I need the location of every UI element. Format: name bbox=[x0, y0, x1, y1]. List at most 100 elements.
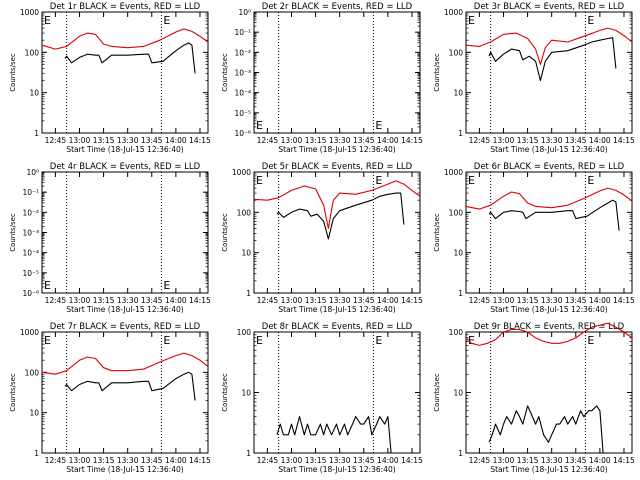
x-tick-label: 13:30 bbox=[117, 296, 139, 305]
event-marker-label: E bbox=[375, 174, 382, 187]
y-tick-label: 1000 bbox=[232, 168, 251, 177]
y-tick-label: 1000 bbox=[20, 8, 39, 17]
x-tick-label: 13:00 bbox=[281, 296, 303, 305]
x-axis-label: Start Time (18-Jul-15 12:36:40) bbox=[278, 145, 395, 154]
y-tick-label: 10⁻¹ bbox=[22, 188, 39, 197]
x-tick-label: 12:45 bbox=[257, 456, 279, 465]
y-tick-label: 1000 bbox=[20, 328, 39, 337]
x-tick-label: 14:15 bbox=[189, 296, 211, 305]
x-tick-label: 12:45 bbox=[45, 136, 67, 145]
x-tick-label: 13:15 bbox=[305, 296, 327, 305]
x-tick-label: 13:00 bbox=[281, 136, 303, 145]
y-tick-label: 100 bbox=[25, 48, 40, 57]
panel-det-8: Det 8r BLACK = Events, RED = LLD E E 1 10 100… bbox=[221, 322, 423, 474]
y-axis-label: Counts/sec bbox=[221, 373, 229, 412]
y-tick-label: 10⁻⁴ bbox=[234, 89, 251, 98]
x-tick-label: 13:45 bbox=[565, 296, 587, 305]
events-series-line bbox=[64, 371, 196, 401]
plot-frame bbox=[253, 171, 421, 294]
event-marker-label: E bbox=[163, 279, 170, 292]
x-tick-label: 14:00 bbox=[377, 136, 399, 145]
y-tick-label: 10⁻⁶ bbox=[234, 129, 251, 138]
y-tick-label: 1 bbox=[246, 289, 251, 298]
y-axis-label: Counts/sec bbox=[433, 53, 441, 92]
y-tick-label: 10 bbox=[241, 249, 251, 258]
x-tick-label: 14:15 bbox=[189, 456, 211, 465]
panel-det-9: Det 9r BLACK = Events, RED = LLD E E 1 10 100… bbox=[433, 322, 635, 474]
plot-frame bbox=[41, 11, 209, 134]
y-axis-label: Counts/sec bbox=[221, 53, 229, 92]
x-tick-label: 14:15 bbox=[189, 136, 211, 145]
x-tick-label: 14:15 bbox=[401, 296, 423, 305]
panel-title: Det 8r BLACK = Events, RED = LLD bbox=[262, 322, 413, 332]
y-tick-label: 10⁻² bbox=[234, 48, 251, 57]
x-axis-label: Start Time (18-Jul-15 12:36:40) bbox=[278, 465, 395, 474]
events-series-line bbox=[276, 416, 392, 454]
event-marker-label: E bbox=[256, 174, 263, 187]
y-axis-label: Counts/sec bbox=[433, 373, 441, 412]
x-axis-label: Start Time (18-Jul-15 12:36:40) bbox=[490, 145, 607, 154]
event-marker-label: E bbox=[587, 14, 594, 27]
panel-det-2: Det 2r BLACK = Events, RED = LLD E E 10⁻⁶ 10… bbox=[221, 2, 423, 154]
y-tick-label: 1 bbox=[458, 449, 463, 458]
event-marker-label: E bbox=[44, 334, 51, 347]
x-tick-label: 12:45 bbox=[469, 456, 491, 465]
event-marker-label: E bbox=[468, 334, 475, 347]
y-axis-label: Counts/sec bbox=[9, 373, 17, 412]
panel-title: Det 3r BLACK = Events, RED = LLD bbox=[474, 2, 625, 12]
x-tick-label: 14:00 bbox=[165, 456, 187, 465]
lld-series-line bbox=[253, 180, 421, 229]
y-tick-label: 10⁻³ bbox=[234, 69, 251, 78]
plot-frame bbox=[465, 11, 633, 134]
lld-series-line bbox=[465, 27, 633, 66]
panel-title: Det 7r BLACK = Events, RED = LLD bbox=[50, 322, 201, 332]
x-tick-label: 12:45 bbox=[257, 136, 279, 145]
event-marker-label: E bbox=[375, 119, 382, 132]
y-axis-label: Counts/sec bbox=[9, 213, 17, 252]
x-tick-label: 13:45 bbox=[141, 456, 163, 465]
x-tick-label: 13:30 bbox=[329, 456, 351, 465]
event-marker-label: E bbox=[44, 279, 51, 292]
x-tick-label: 12:45 bbox=[469, 136, 491, 145]
x-axis-label: Start Time (18-Jul-15 12:36:40) bbox=[278, 305, 395, 314]
x-tick-label: 13:00 bbox=[69, 296, 91, 305]
x-tick-label: 14:15 bbox=[401, 456, 423, 465]
y-tick-label: 100 bbox=[237, 328, 252, 337]
panel-title: Det 1r BLACK = Events, RED = LLD bbox=[50, 2, 201, 12]
y-tick-label: 100 bbox=[237, 208, 252, 217]
event-marker-label: E bbox=[256, 334, 263, 347]
x-tick-label: 14:00 bbox=[589, 456, 611, 465]
x-tick-label: 14:15 bbox=[401, 136, 423, 145]
x-tick-label: 12:45 bbox=[257, 296, 279, 305]
y-tick-label: 10⁻⁵ bbox=[22, 269, 39, 278]
events-series-line bbox=[488, 199, 620, 231]
y-tick-label: 1 bbox=[246, 449, 251, 458]
x-tick-label: 14:15 bbox=[613, 136, 635, 145]
event-marker-label: E bbox=[163, 14, 170, 27]
x-axis-label: Start Time (18-Jul-15 12:36:40) bbox=[66, 305, 183, 314]
event-marker-label: E bbox=[587, 174, 594, 187]
panel-det-1: Det 1r BLACK = Events, RED = LLD E E 1 10 100… bbox=[9, 2, 211, 154]
event-marker-label: E bbox=[44, 14, 51, 27]
panel-title: Det 2r BLACK = Events, RED = LLD bbox=[262, 2, 413, 12]
x-tick-label: 13:30 bbox=[117, 136, 139, 145]
x-tick-label: 14:00 bbox=[589, 296, 611, 305]
x-tick-label: 13:15 bbox=[93, 136, 115, 145]
lld-series-line bbox=[465, 322, 633, 346]
x-tick-label: 13:00 bbox=[493, 296, 515, 305]
x-tick-label: 14:15 bbox=[613, 296, 635, 305]
y-axis-label: Counts/sec bbox=[221, 213, 229, 252]
x-tick-label: 13:00 bbox=[69, 136, 91, 145]
y-tick-label: 10 bbox=[453, 89, 463, 98]
event-marker-label: E bbox=[468, 174, 475, 187]
x-tick-label: 13:45 bbox=[353, 296, 375, 305]
panel-title: Det 5r BLACK = Events, RED = LLD bbox=[262, 162, 413, 172]
events-series-line bbox=[64, 42, 196, 74]
y-tick-label: 100 bbox=[449, 208, 464, 217]
x-tick-label: 13:45 bbox=[353, 456, 375, 465]
x-tick-label: 14:00 bbox=[589, 136, 611, 145]
panel-det-6: Det 6r BLACK = Events, RED = LLD E E 1 10 100… bbox=[433, 162, 635, 314]
y-tick-label: 10⁰ bbox=[238, 8, 251, 17]
event-marker-label: E bbox=[163, 334, 170, 347]
